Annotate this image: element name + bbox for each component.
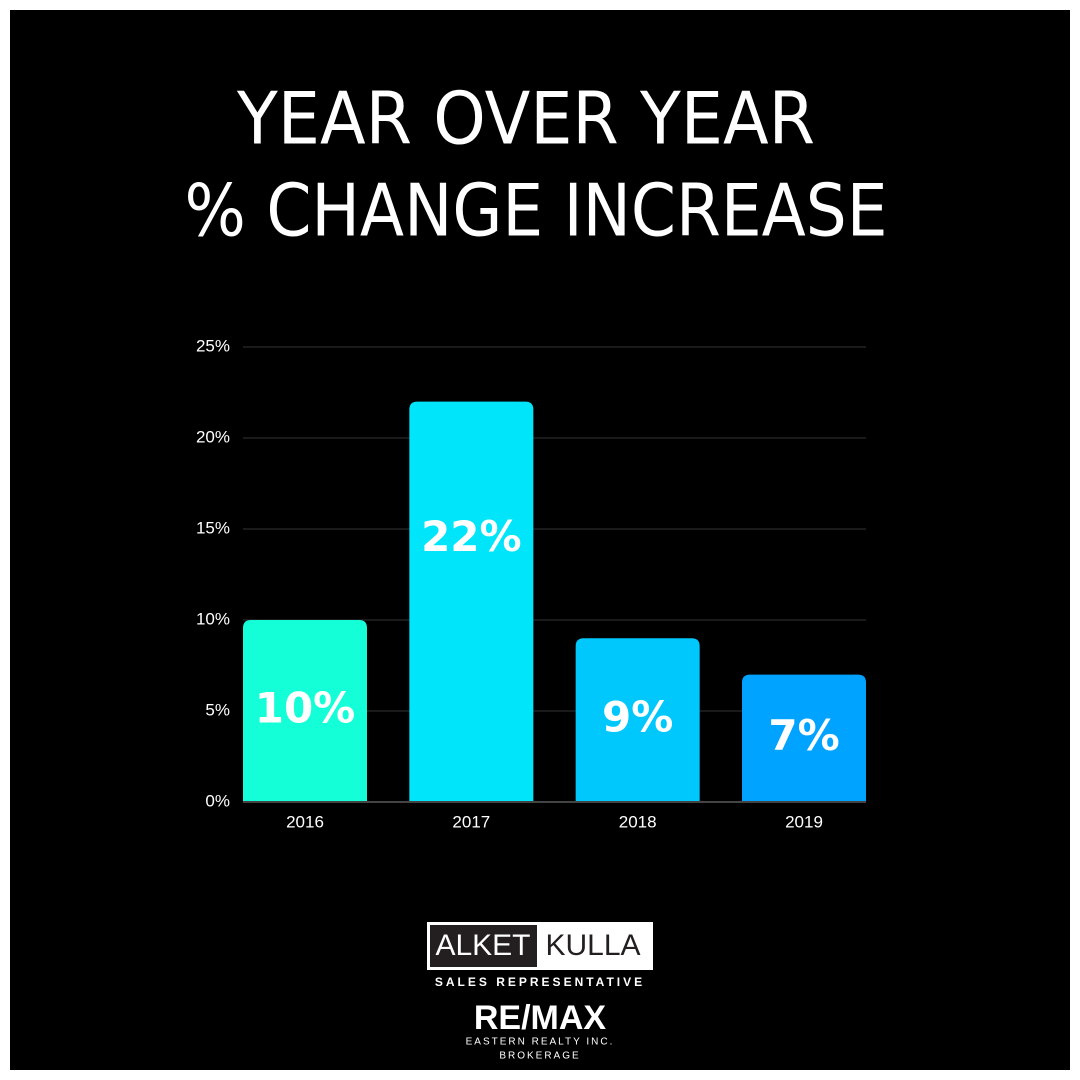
value-label: 22%	[421, 512, 522, 561]
y-tick-label: 5%	[205, 700, 230, 719]
bar	[742, 674, 866, 802]
chart-title: YEAR OVER YEAR	[236, 77, 815, 161]
value-label: 9%	[602, 693, 673, 742]
bar	[575, 638, 700, 802]
background	[10, 10, 1070, 1070]
role: SALES REPRESENTATIVE	[435, 975, 645, 989]
bar	[409, 401, 534, 802]
y-tick-label: 15%	[196, 518, 230, 537]
first-name: ALKET	[435, 929, 530, 962]
brand: RE/MAX	[474, 999, 607, 1037]
x-tick-label: 2017	[452, 812, 490, 831]
name-box-dark	[430, 925, 537, 967]
y-tick-label: 10%	[196, 609, 230, 628]
x-tick-label: 2018	[619, 812, 657, 831]
company: EASTERN REALTY INC.	[466, 1037, 615, 1048]
y-tick-label: 0%	[205, 791, 230, 810]
last-name: KULLA	[545, 929, 640, 962]
value-label: 7%	[768, 711, 839, 760]
bar	[243, 620, 367, 802]
y-tick-label: 25%	[196, 336, 230, 355]
value-label: 10%	[255, 684, 356, 733]
chart-title: % CHANGE INCREASE	[185, 169, 888, 253]
company-type: BROKERAGE	[499, 1051, 580, 1062]
x-tick-label: 2019	[785, 812, 823, 831]
x-tick-label: 2016	[286, 812, 324, 831]
y-tick-label: 20%	[196, 427, 230, 446]
